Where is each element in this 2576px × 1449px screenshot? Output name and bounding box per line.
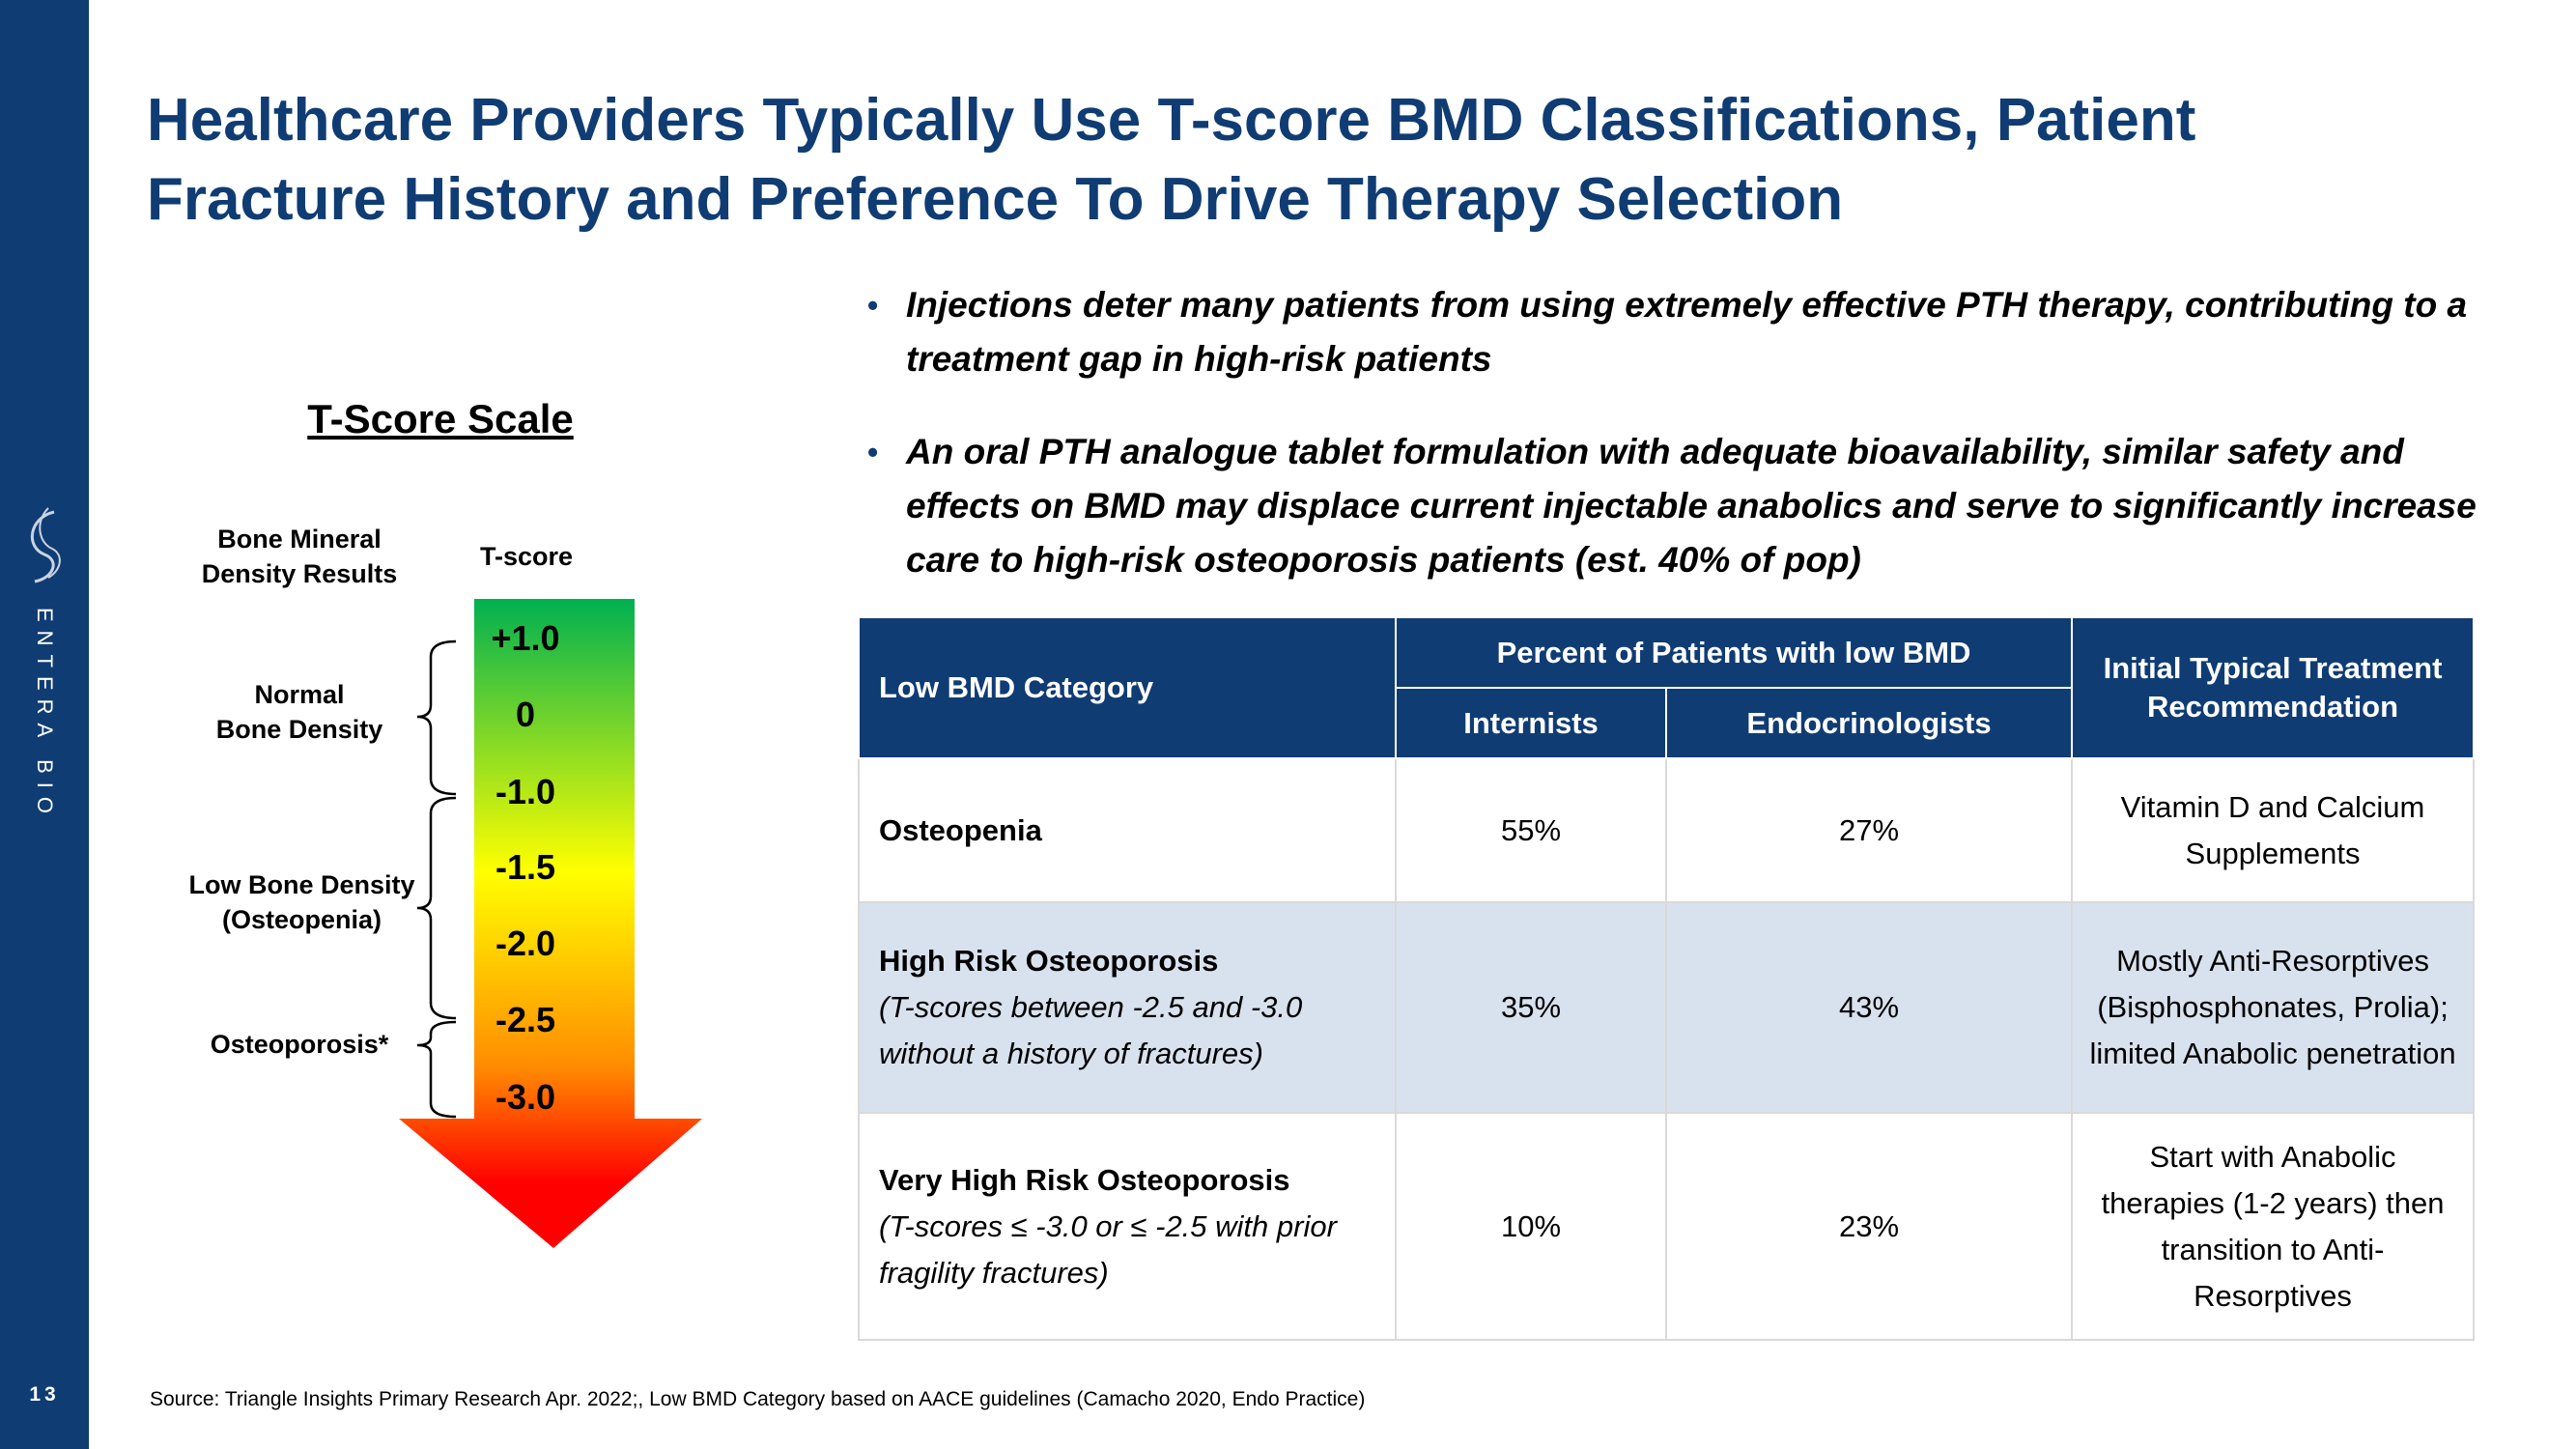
tscore-value: +1.0	[491, 618, 559, 658]
category-low-density-label: Low Bone Density (Osteopenia)	[169, 867, 435, 937]
header-internists: Internists	[1395, 687, 1667, 759]
table-row: High Risk Osteoporosis (T-scores between…	[858, 901, 2476, 1114]
key-points-list: Injections deter many patients from usin…	[867, 278, 2509, 626]
category-note: (T-scores between -2.5 and -3.0 without …	[879, 990, 1303, 1070]
tscore-value: -2.0	[495, 923, 555, 963]
bullet-point: An oral PTH analogue tablet formulation …	[867, 425, 2509, 587]
category-normal-line-1: Normal	[254, 680, 345, 709]
scale-title: T-Score Scale	[307, 396, 574, 441]
category-name: High Risk Osteoporosis	[879, 944, 1219, 978]
header-low-bmd-category: Low BMD Category	[858, 616, 1397, 759]
internists-percent: 55%	[1395, 757, 1667, 903]
header-percent-patients: Percent of Patients with low BMD	[1394, 616, 2074, 689]
treatment-recommendation: Mostly Anti-Resorptives (Bisphosphonates…	[2071, 901, 2476, 1114]
slide-title: Healthcare Providers Typically Use T-sco…	[147, 81, 2465, 240]
category-name: Osteopenia	[879, 812, 1042, 847]
category-cell: High Risk Osteoporosis (T-scores between…	[858, 901, 1397, 1114]
bmd-results-header: Bone Mineral Density Results	[184, 522, 415, 591]
arrow-shape	[399, 599, 702, 1248]
category-cell: Osteopenia	[858, 757, 1397, 903]
internists-percent: 35%	[1395, 901, 1667, 1114]
bmd-header-line-1: Bone Mineral	[217, 525, 382, 554]
category-osteoporosis-label: Osteoporosis*	[210, 1030, 389, 1059]
low-bmd-table: Low BMD Category Percent of Patients wit…	[858, 616, 2476, 1341]
treatment-recommendation: Vitamin D and Calcium Supplements	[2071, 757, 2476, 903]
tscore-value: 0	[516, 695, 535, 734]
bracket-low-density	[416, 796, 457, 1020]
brand-sidebar: ENTERA BIO 13	[0, 0, 89, 1449]
tscore-value: -2.5	[495, 1000, 555, 1039]
title-line-1: Healthcare Providers Typically Use T-sco…	[147, 87, 2196, 154]
title-line-2: Fracture History and Preference To Drive…	[147, 166, 1844, 233]
tscore-value: -1.5	[495, 847, 555, 887]
tscore-header: T-score	[479, 542, 574, 571]
internists-percent: 10%	[1395, 1112, 1667, 1341]
header-treatment-recommendation: Initial Typical Treatment Recommendation	[2071, 616, 2476, 759]
bmd-header-line-2: Density Results	[201, 559, 398, 588]
category-low-density-line-2: (Osteopenia)	[221, 905, 382, 934]
category-cell: Very High Risk Osteoporosis (T-scores ≤ …	[858, 1112, 1397, 1341]
tscore-gradient-arrow: +1.0 0 -1.0 -1.5 -2.0 -2.5 -3.0	[399, 599, 702, 1248]
table-row: Very High Risk Osteoporosis (T-scores ≤ …	[858, 1112, 2476, 1341]
tscore-value: -3.0	[495, 1077, 555, 1117]
tscore-value: -1.0	[495, 772, 555, 811]
endocrinologists-percent: 23%	[1664, 1112, 2074, 1341]
category-normal-line-2: Bone Density	[215, 715, 383, 744]
swirl-logo-icon	[30, 507, 61, 583]
endocrinologists-percent: 43%	[1664, 901, 2074, 1114]
endocrinologists-percent: 27%	[1664, 757, 2074, 903]
bracket-normal	[416, 639, 457, 796]
table-row: Osteopenia 55% 27% Vitamin D and Calcium…	[858, 757, 2476, 903]
category-low-density-line-1: Low Bone Density	[188, 870, 415, 899]
bracket-osteoporosis	[416, 1020, 457, 1119]
header-endocrinologists: Endocrinologists	[1664, 687, 2074, 759]
source-footnote: Source: Triangle Insights Primary Resear…	[150, 1388, 1366, 1410]
bullet-point: Injections deter many patients from usin…	[867, 278, 2509, 386]
category-normal-label: Normal Bone Density	[184, 677, 415, 747]
category-name: Very High Risk Osteoporosis	[879, 1162, 1290, 1197]
page-number: 13	[29, 1383, 60, 1406]
category-note: (T-scores ≤ -3.0 or ≤ -2.5 with prior fr…	[879, 1208, 1337, 1290]
treatment-recommendation: Start with Anabolic therapies (1-2 years…	[2071, 1112, 2476, 1341]
